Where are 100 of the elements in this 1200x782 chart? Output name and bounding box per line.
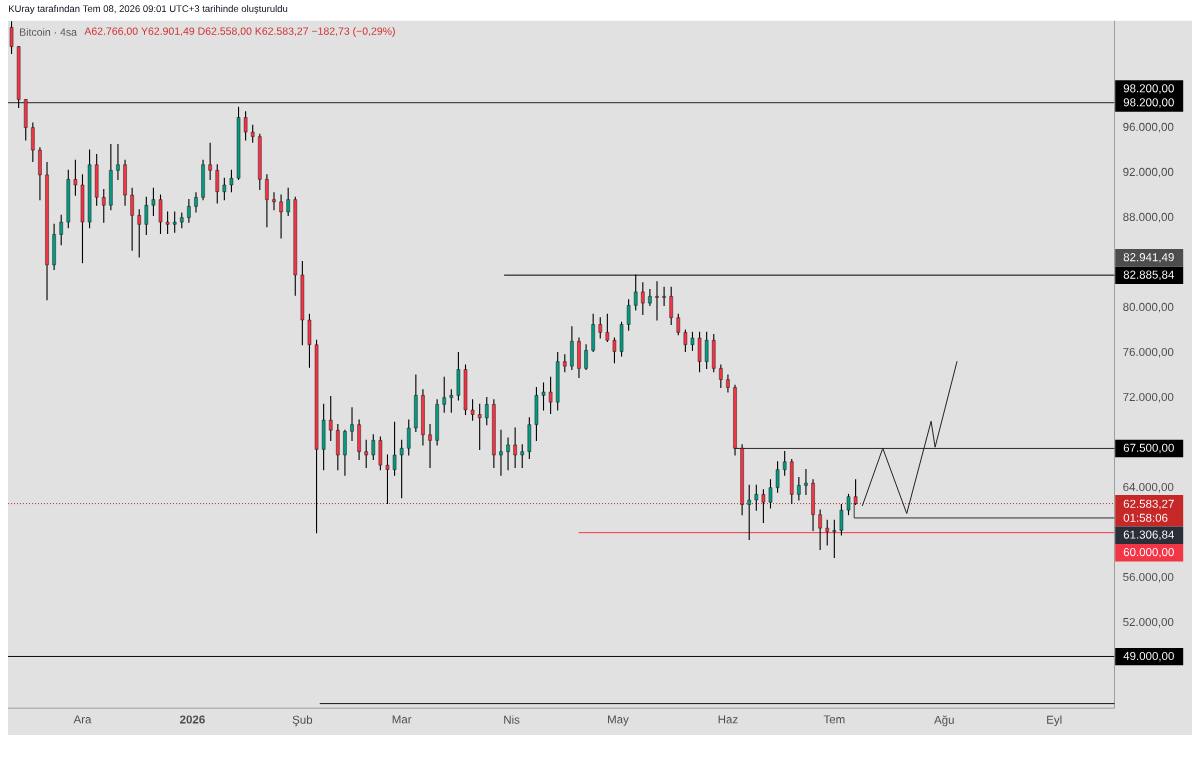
x-tick-label: May: [608, 715, 629, 726]
y-tick-label: 80.000,00: [1123, 302, 1174, 313]
candlestick: [144, 196, 149, 236]
data-label: 82.885,84: [1123, 270, 1175, 281]
candlestick: [428, 424, 432, 468]
candlestick: [655, 281, 659, 321]
candlestick: [683, 329, 688, 353]
candlestick: [704, 331, 709, 369]
x-tick-label: Haz: [718, 715, 738, 724]
candlestick: [832, 519, 837, 558]
candlestick: [385, 454, 390, 504]
candlestick: [520, 444, 524, 468]
candlestick: [449, 389, 454, 413]
candlestick: [399, 439, 404, 499]
candlestick: [272, 192, 276, 211]
x-tick-label: Şub: [292, 715, 313, 727]
candlestick: [499, 429, 503, 476]
y-tick-label: 64.000,00: [1123, 482, 1174, 493]
data-label: 60.000,00: [1123, 548, 1174, 558]
ref-line-label: 62.583,27 01:58:06: [1123, 499, 1174, 522]
text: A62.766,00 Y62.901,49 D62.558,00 K62.583,27 −182,73 (−0,29%): [84, 27, 395, 37]
candlestick: [485, 397, 489, 426]
candlestick: [73, 159, 78, 196]
y-tick-label: 96.000,00: [1123, 122, 1174, 133]
x-tick-label: Eyl: [1047, 715, 1062, 727]
candlestick: [641, 282, 645, 315]
candlestick: [187, 199, 191, 223]
candlestick: [648, 289, 652, 306]
candlestick: [208, 142, 212, 180]
candlestick: [194, 192, 198, 213]
y-tick-label: 76.000,00: [1123, 347, 1174, 358]
candlestick: [470, 399, 475, 421]
candlestick: [165, 211, 170, 234]
candlestick: [541, 382, 546, 411]
candlestick: [371, 434, 376, 461]
candlestick: [754, 484, 759, 511]
candlestick: [172, 211, 177, 233]
candlestick: [279, 194, 283, 239]
candlestick: [839, 503, 844, 536]
ref-line-label: 98.200,00 98.200,00: [1123, 84, 1174, 108]
candlestick: [392, 421, 397, 476]
candlestick: [513, 427, 517, 468]
data-label: 61.306,84: [1123, 530, 1175, 541]
candlestick: [797, 476, 801, 501]
y-tick-label: 56.000,00: [1123, 572, 1174, 583]
candlestick: [605, 313, 610, 342]
x-tick-label: Nis: [504, 715, 520, 724]
y-tick-label: 92.000,00: [1123, 167, 1174, 178]
candlestick: [151, 187, 156, 216]
candlestick: [265, 174, 269, 228]
x-tick-label: Mar: [392, 715, 412, 724]
candlestick: [584, 344, 588, 371]
x-tick-label: Ağu: [934, 715, 954, 727]
candlestick: [804, 469, 808, 495]
x-tick-label: Tem: [823, 715, 845, 724]
candlestick: [669, 286, 673, 326]
candlestick: [229, 169, 234, 193]
line-series: [861, 361, 958, 515]
candlestick: [59, 214, 63, 246]
candlestick: [598, 317, 603, 339]
y-tick-label: 52.000,00: [1123, 617, 1174, 628]
candlestick: [407, 419, 411, 456]
text: KUray tarafından Tem 08, 2026 09:01 UTC+3 tarihinde oluşturuldu: [9, 5, 288, 14]
candlestick: [343, 429, 347, 476]
candlestick: [506, 437, 510, 471]
candlestick: [846, 493, 851, 516]
candlestick: [328, 395, 333, 441]
candlestick: [719, 364, 723, 389]
candlestick: [782, 451, 787, 476]
candlestick: [31, 122, 35, 162]
candlestick: [243, 111, 248, 141]
x-tick-label: Ara: [73, 715, 92, 724]
candlestick: [364, 439, 368, 468]
ref-line-label: 49.000,00: [1123, 651, 1174, 662]
candlestick: [690, 331, 695, 351]
candlestick: [697, 331, 702, 373]
candlestick: [662, 286, 666, 306]
candlestick: [676, 313, 681, 336]
candlestick: [350, 407, 354, 441]
candlestick: [215, 164, 220, 204]
candlestick: [222, 177, 227, 201]
candlestick: [548, 376, 553, 414]
text: Bitcoin · 4sa: [20, 28, 77, 36]
candlestick: [726, 374, 730, 393]
text: 82.941,49: [1123, 253, 1174, 263]
candlestick: [626, 299, 631, 331]
data-label: 67.500,00: [1123, 443, 1174, 454]
candlestick: [158, 194, 163, 234]
candlestick: [853, 479, 858, 506]
candlestick: [130, 187, 134, 251]
candlestick: [747, 484, 751, 540]
candlestick: [761, 489, 766, 524]
y-tick-label: 72.000,00: [1123, 392, 1174, 403]
candlestick: [9, 21, 14, 54]
x-tick-label: 2026: [180, 715, 205, 724]
candlestick: [286, 187, 290, 216]
candlestick: [477, 403, 482, 450]
candlestick: [102, 188, 106, 223]
candlestick: [116, 143, 120, 180]
candlestick: [768, 479, 773, 509]
